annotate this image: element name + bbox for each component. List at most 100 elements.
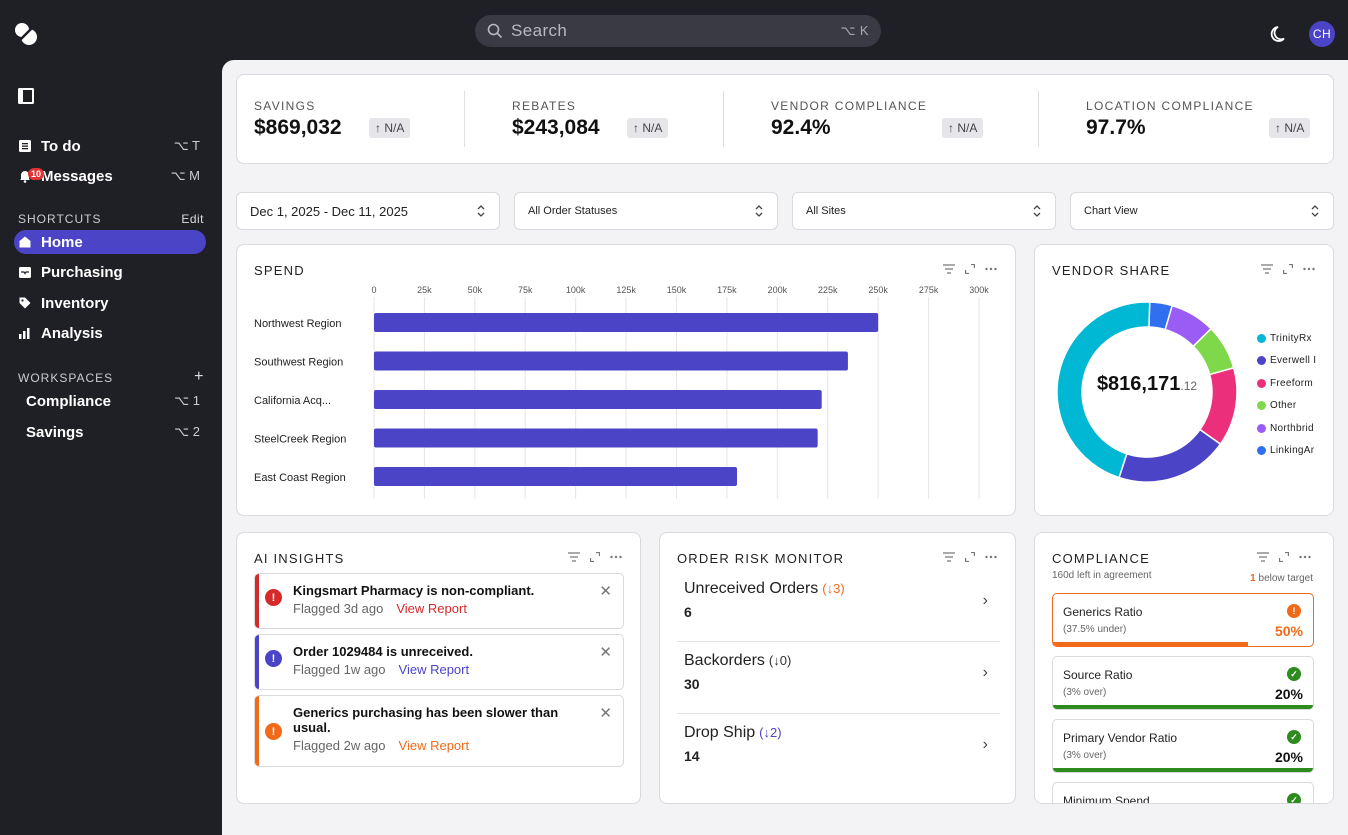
compliance-pct: 50% [1274,623,1303,639]
expand-icon[interactable] [1279,552,1289,562]
app-logo-icon[interactable] [14,22,38,46]
kpi-label: LOCATION COMPLIANCE [1086,99,1254,113]
kpi-value: $243,084 [512,116,600,139]
filter-icon[interactable] [943,264,955,274]
spend-card: SPEND 0 25k 50k 75k 100k 125k 150k 175k 200k 225k… [236,244,1016,516]
y-category-label: California Acq... [254,395,331,407]
legend-label: Everwell I [1270,355,1317,367]
order-status-select[interactable]: All Order Statuses [514,192,778,230]
avatar[interactable]: CH [1309,21,1335,47]
compliance-item-minimum-spend[interactable]: Minimum Spend ✓ [1052,782,1314,804]
bar [374,390,822,409]
search-input[interactable]: Search ⌥ K [475,15,881,47]
insight-text: Order 1029484 is unreceived. [293,644,473,659]
chevron-right-icon: › [982,664,988,681]
y-category-label: Northwest Region [254,318,341,330]
compliance-name: Source Ratio [1063,668,1133,682]
filter-icon[interactable] [568,552,580,562]
kpi-label: VENDOR COMPLIANCE [771,99,928,113]
close-icon[interactable]: ✕ [599,644,612,661]
list-icon [18,140,32,152]
compliance-item-generics[interactable]: Generics Ratio (37.5% under) ! 50% [1052,593,1314,647]
chevron-updown-icon [755,205,763,217]
sidebar-item-home[interactable]: Home [14,230,206,254]
more-icon[interactable] [985,552,997,562]
more-icon[interactable] [610,552,622,562]
ai-insights-title: AI INSIGHTS [254,551,345,566]
shortcut-label: ⌥ 2 [174,424,200,439]
sidebar-item-label: Purchasing [41,263,123,281]
close-icon[interactable]: ✕ [599,583,612,600]
risk-count: 6 [684,604,692,620]
sidebar-toggle-icon[interactable] [18,88,34,104]
risk-name: Unreceived Orders [684,580,819,597]
date-range-select[interactable]: Dec 1, 2025 - Dec 11, 2025 [236,192,500,230]
sites-select[interactable]: All Sites [792,192,1056,230]
kpi-savings: SAVINGS $869,032 ↑ N/A [237,75,464,163]
more-icon[interactable] [1303,264,1315,274]
compliance-name: Minimum Spend [1063,794,1150,804]
kpi-vendor-compliance: VENDOR COMPLIANCE 92.4% ↑ N/A [754,75,1034,163]
x-tick-label: 25k [417,285,432,295]
view-report-link[interactable]: View Report [398,738,470,753]
view-report-link[interactable]: View Report [396,601,467,616]
compliance-item-source[interactable]: Source Ratio (3% over) ✓ 20% [1052,656,1314,710]
sidebar-item-analysis[interactable]: Analysis [14,321,206,345]
filter-icon[interactable] [943,552,955,562]
y-category-label: East Coast Region [254,472,346,484]
add-workspace-button[interactable]: + [194,368,204,385]
chevron-updown-icon [477,205,485,217]
legend-label: TrinityRx [1270,332,1312,344]
view-select[interactable]: Chart View [1070,192,1334,230]
filter-icon[interactable] [1257,552,1269,562]
sidebar-item-messages[interactable]: 10 Messages ⌥ M [14,164,206,188]
compliance-item-primary-vendor[interactable]: Primary Vendor Ratio (3% over) ✓ 20% [1052,719,1314,773]
compliance-card: COMPLIANCE 160d left in agreement 1 belo… [1034,532,1334,804]
sidebar-item-compliance[interactable]: Compliance ⌥ 1 [14,389,206,413]
sidebar-item-savings[interactable]: Savings ⌥ 2 [14,420,206,444]
panel-tools [568,552,622,562]
insight-item[interactable]: ! Kingsmart Pharmacy is non-compliant. F… [254,573,624,629]
risk-row-unreceived[interactable]: Unreceived Orders (↓3) 6 › [677,570,1000,642]
compliance-name: Primary Vendor Ratio [1063,731,1178,745]
expand-icon[interactable] [590,552,600,562]
shortcut-label: ⌥ 1 [174,393,200,408]
kpi-delta: ↑ N/A [1269,118,1311,138]
check-icon: ✓ [1287,667,1301,681]
moon-icon[interactable] [1270,24,1290,44]
insight-item[interactable]: ! Order 1029484 is unreceived. Flagged 1… [254,634,624,690]
panel-tools [943,264,997,274]
edit-shortcuts-button[interactable]: Edit [181,212,204,226]
x-tick-label: 0 [371,285,376,295]
risk-row-backorders[interactable]: Backorders (↓0) 30 › [677,642,1000,714]
check-icon: ✓ [1287,730,1301,744]
x-tick-label: 150k [667,285,687,295]
sidebar-item-todo[interactable]: To do ⌥ T [14,134,206,158]
x-tick-label: 200k [768,285,788,295]
expand-icon[interactable] [1283,264,1293,274]
compliance-sub: (37.5% under) [1063,624,1127,635]
more-icon[interactable] [1299,552,1311,562]
risk-row-dropship[interactable]: Drop Ship (↓2) 14 › [677,714,1000,786]
kpi-delta: ↑ N/A [369,118,411,138]
close-icon[interactable]: ✕ [599,705,612,722]
main-content: SAVINGS $869,032 ↑ N/A REBATES $243,084 … [222,60,1348,835]
insight-item[interactable]: ! Generics purchasing has been slower th… [254,695,624,767]
view-value: Chart View [1084,205,1138,217]
shortcut-label: ⌥ M [170,168,200,183]
filter-icon[interactable] [1261,264,1273,274]
date-range-value: Dec 1, 2025 - Dec 11, 2025 [250,203,409,219]
sidebar-item-purchasing[interactable]: Purchasing [14,260,206,284]
sidebar-item-inventory[interactable]: Inventory [14,291,206,315]
order-risk-title: ORDER RISK MONITOR [677,551,845,566]
view-report-link[interactable]: View Report [398,662,470,677]
compliance-title: COMPLIANCE [1052,551,1150,566]
expand-icon[interactable] [965,264,975,274]
divider [723,91,724,147]
vendor-share-card: VENDOR SHARE $816,171.12 TrinityRx Everwe… [1034,244,1334,516]
sidebar-item-label: Savings [26,423,84,441]
more-icon[interactable] [985,264,997,274]
expand-icon[interactable] [965,552,975,562]
alert-icon: ! [265,723,282,740]
messages-badge: 10 [28,167,45,180]
